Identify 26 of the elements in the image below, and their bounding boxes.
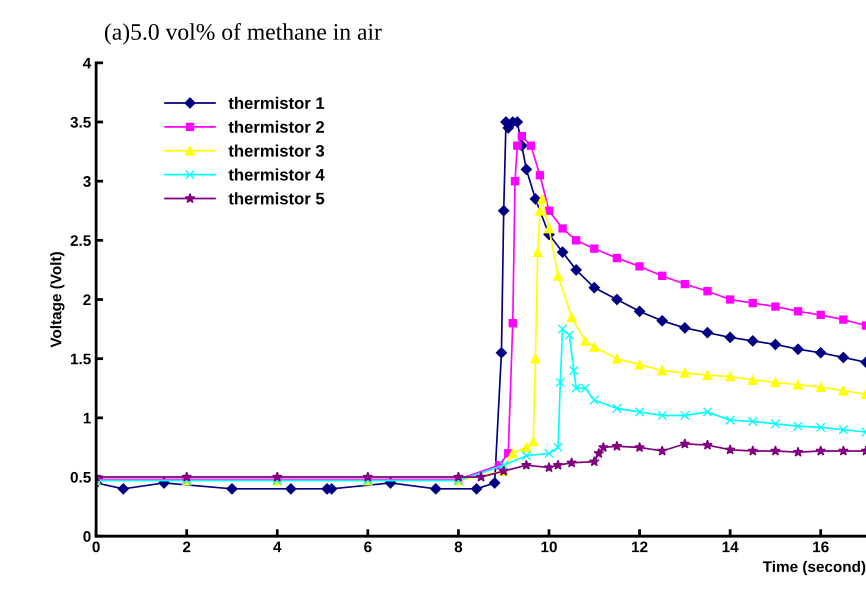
- x-tick-label: 16: [813, 541, 829, 552]
- x-tick-label: 4: [273, 542, 282, 552]
- chart-title: (a)5.0 vol% of methane in air: [104, 23, 382, 45]
- x-tick-label: 8: [454, 541, 462, 552]
- y-tick-label: 2.5: [70, 235, 91, 246]
- x-tick-label: 14: [722, 542, 739, 552]
- y-tick-label: 0: [83, 531, 91, 542]
- y-tick-label: 1: [84, 412, 91, 424]
- x-tick-label: 2: [182, 541, 190, 552]
- x-tick-label: 6: [364, 541, 372, 552]
- y-tick-label: 2: [83, 294, 91, 306]
- y-tick-label: 0.5: [70, 472, 91, 483]
- legend-label: thermistor 2: [228, 120, 324, 133]
- x-tick-label: 12: [632, 541, 648, 552]
- y-axis-title: Voltage (Volt): [50, 252, 64, 348]
- x-tick-label: 0: [92, 541, 100, 552]
- legend-label: thermistor 4: [228, 168, 325, 181]
- y-tick-label: 4: [83, 58, 92, 68]
- legend-label: thermistor 5: [228, 192, 324, 204]
- x-axis-title: Time (second): [762, 560, 866, 576]
- y-tick-label: 3: [83, 176, 91, 187]
- legend-label: thermistor 1: [228, 96, 324, 110]
- y-tick-label: 1.5: [70, 354, 91, 364]
- x-tick-label: 10: [541, 541, 557, 552]
- legend-label: thermistor 3: [228, 144, 324, 157]
- y-tick-label: 3.5: [70, 116, 91, 128]
